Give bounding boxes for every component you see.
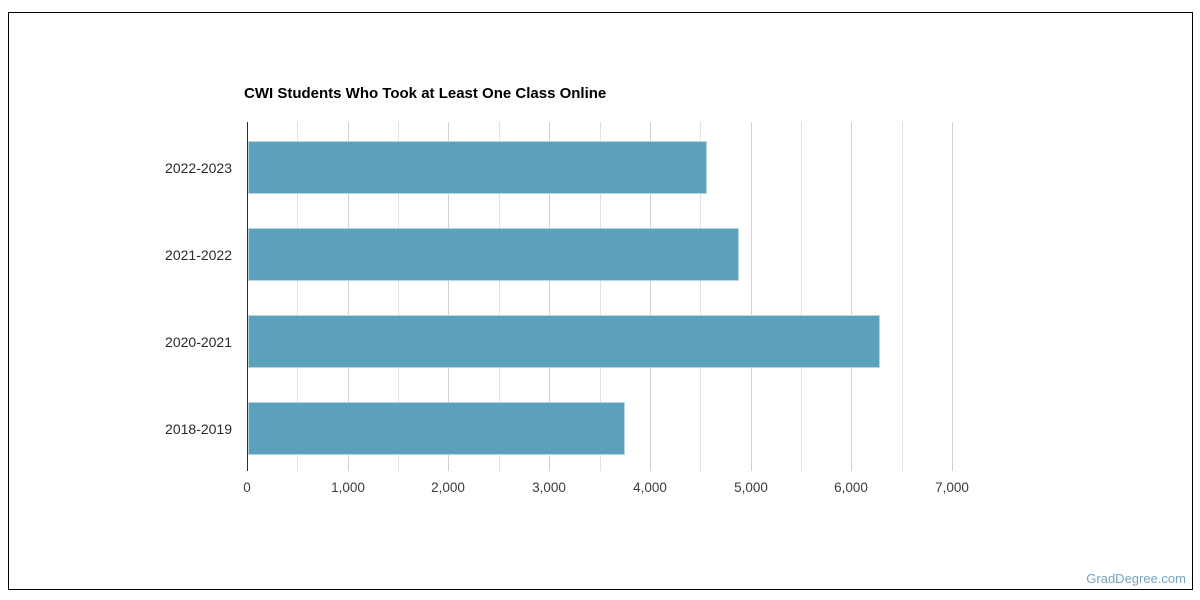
major-gridline: [448, 122, 449, 471]
x-axis-label: 6,000: [834, 480, 868, 495]
y-axis-label: 2018-2019: [165, 420, 232, 437]
minor-gridline: [297, 122, 298, 471]
minor-gridline: [902, 122, 903, 471]
y-axis-label: 2021-2022: [165, 246, 232, 263]
major-gridline: [549, 122, 550, 471]
minor-gridline: [499, 122, 500, 471]
bar-2018-2019: [248, 402, 625, 455]
y-axis-line: [247, 122, 248, 471]
x-axis-label: 0: [243, 480, 251, 495]
y-axis-labels: 2022-2023 2021-2022 2020-2021 2018-2019: [0, 122, 232, 471]
major-gridline: [650, 122, 651, 471]
x-axis-label: 1,000: [331, 480, 365, 495]
minor-gridline: [600, 122, 601, 471]
watermark-link[interactable]: GradDegree.com: [1086, 571, 1186, 586]
major-gridline: [952, 122, 953, 471]
minor-gridline: [700, 122, 701, 471]
minor-gridline: [801, 122, 802, 471]
x-axis-label: 5,000: [734, 480, 768, 495]
plot-area: [247, 122, 1007, 471]
x-axis-label: 4,000: [633, 480, 667, 495]
bar-2021-2022: [248, 228, 739, 281]
x-axis-label: 7,000: [935, 480, 969, 495]
major-gridline: [348, 122, 349, 471]
x-axis-labels: 0 1,000 2,000 3,000 4,000 5,000 6,000 7,000: [243, 478, 1007, 498]
y-axis-label: 2020-2021: [165, 333, 232, 350]
x-axis-label: 3,000: [532, 480, 566, 495]
major-gridline: [751, 122, 752, 471]
major-gridline: [851, 122, 852, 471]
minor-gridline: [398, 122, 399, 471]
x-axis-label: 2,000: [431, 480, 465, 495]
chart-title: CWI Students Who Took at Least One Class…: [244, 85, 607, 102]
bar-2020-2021: [248, 315, 880, 368]
bar-2022-2023: [248, 141, 707, 194]
y-axis-label: 2022-2023: [165, 159, 232, 176]
